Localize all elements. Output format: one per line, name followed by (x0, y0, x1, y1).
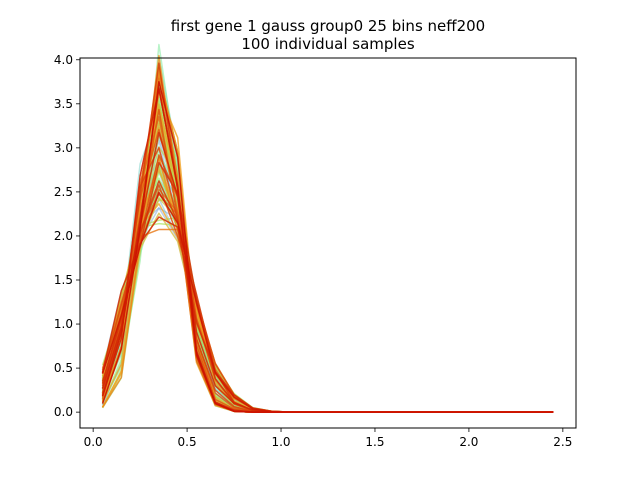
y-tick-label: 1.5 (54, 273, 73, 287)
chart-title: first gene 1 gauss group0 25 bins neff20… (171, 17, 485, 35)
x-tick-label: 0.0 (84, 435, 103, 449)
chart-subtitle: 100 individual samples (241, 35, 414, 53)
x-tick-label: 2.0 (459, 435, 478, 449)
y-tick-label: 0.5 (54, 361, 73, 375)
y-tick-label: 4.0 (54, 53, 73, 67)
y-tick-label: 3.0 (54, 141, 73, 155)
y-tick-label: 2.0 (54, 229, 73, 243)
plot-frame (79, 57, 577, 429)
y-tick-label: 3.5 (54, 97, 73, 111)
x-tick-label: 2.5 (553, 435, 572, 449)
x-tick-label: 0.5 (178, 435, 197, 449)
y-tick-label: 0.0 (54, 405, 73, 419)
x-axis: 0.0 0.5 1.0 1.5 2.0 2.5 (84, 428, 572, 449)
y-tick-label: 2.5 (54, 185, 73, 199)
x-tick-label: 1.0 (271, 435, 290, 449)
y-tick-label: 1.0 (54, 317, 73, 331)
y-axis: 0.0 0.5 1.0 1.5 2.0 2.5 3.0 3.5 4.0 (54, 53, 80, 419)
series-line (101, 81, 554, 413)
series-lines (101, 43, 554, 413)
x-tick-label: 1.5 (365, 435, 384, 449)
